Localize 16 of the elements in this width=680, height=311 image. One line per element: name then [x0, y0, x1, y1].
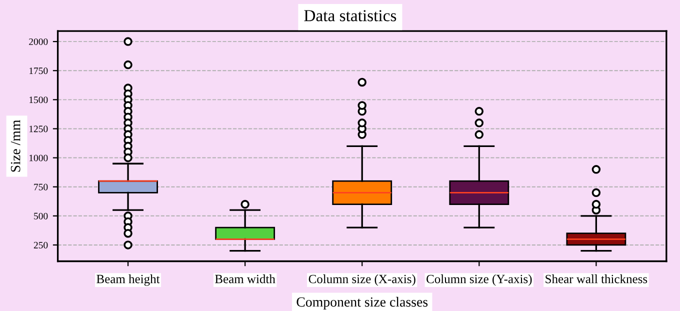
y-tick-label: 1250 [29, 126, 48, 132]
x-tick-label: Column size (Y-axis) [426, 274, 532, 286]
y-tick-label: 1500 [29, 96, 48, 104]
x-axis-title: Component size classes [296, 296, 428, 310]
chart-title: Data statistics [304, 10, 396, 22]
y-axis-title: Size /mm [10, 120, 20, 172]
x-tick-label: Column size (X-axis) [308, 274, 416, 286]
x-tick-label: Beam height [96, 274, 160, 286]
y-tick-label: 250 [34, 242, 48, 248]
y-tick-label: 500 [34, 212, 48, 220]
x-tick-label: Beam width [215, 274, 276, 284]
y-tick-label: 750 [34, 184, 48, 190]
x-tick-label: Shear wall thickness [546, 274, 648, 284]
y-tick-label: 2000 [29, 38, 48, 46]
y-tick-label: 1750 [29, 68, 48, 74]
y-tick-label: 1000 [29, 154, 48, 162]
